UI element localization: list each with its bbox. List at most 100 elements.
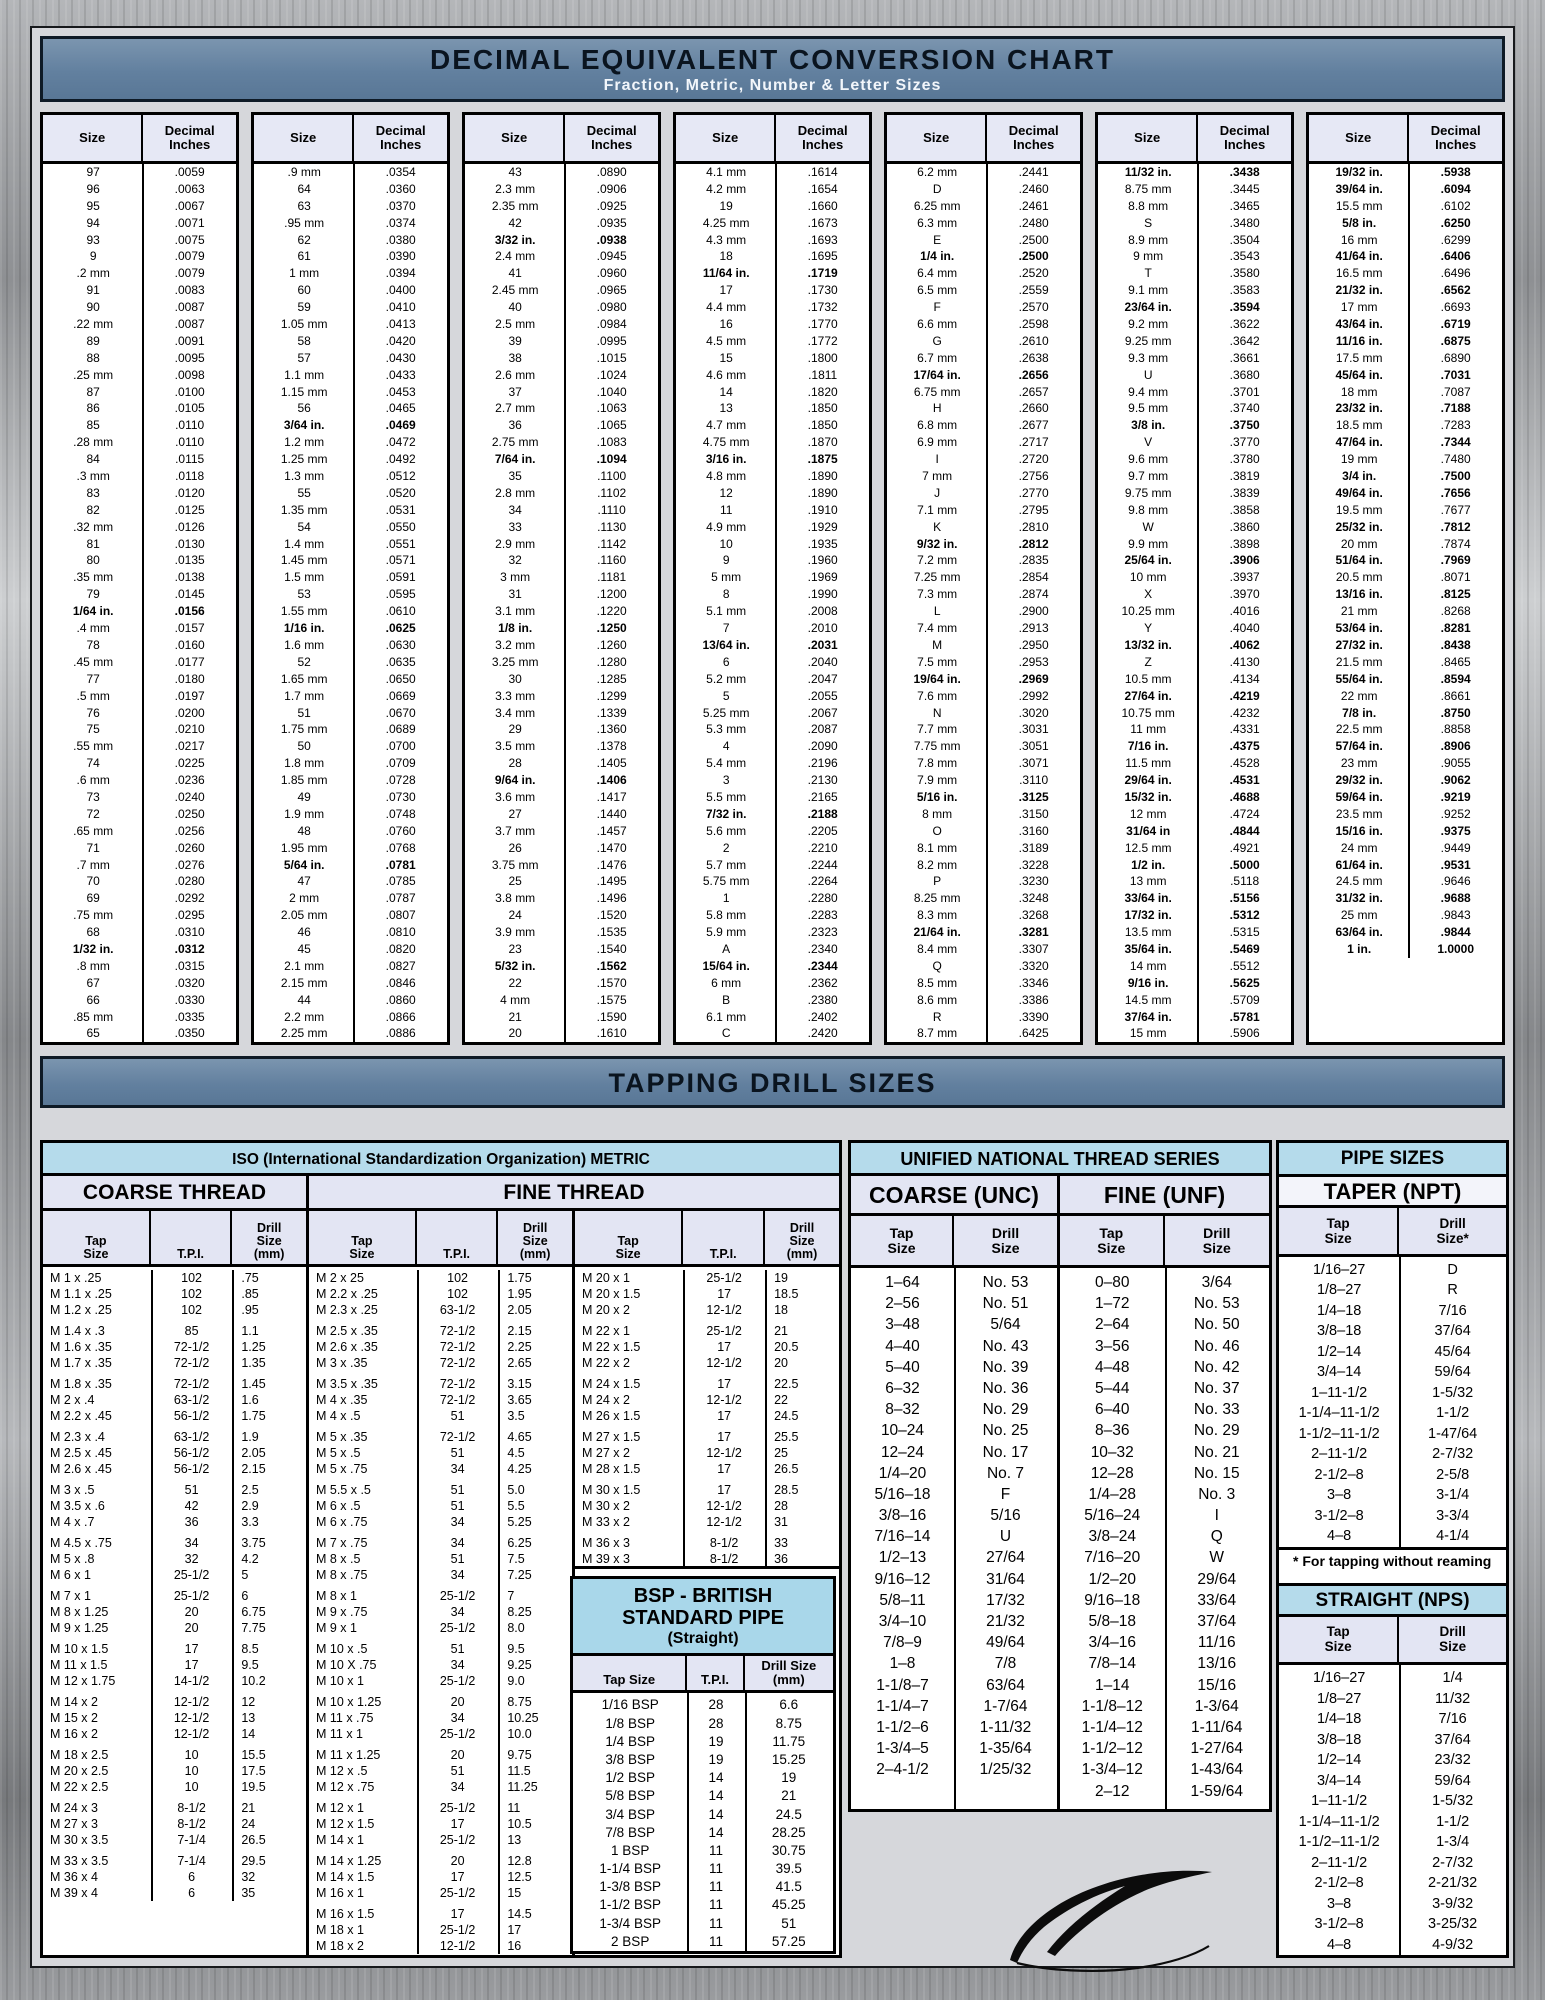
table-row: M 9 x 1 25-1/2 8.0 xyxy=(316,1621,525,1635)
tap-size-header: Tap Size xyxy=(309,1211,417,1264)
table-row: 9.1960 xyxy=(722,553,838,568)
table-row: 3 mm .1181 xyxy=(500,570,627,585)
table-row: 1.95 mm .0768 xyxy=(280,840,416,855)
table-row: 8.7 mm .6425 xyxy=(917,1026,1049,1041)
table-row: 1/2–14 45/64 xyxy=(1316,1343,1471,1360)
table-row: 2–11-1/2 2-7/32 xyxy=(1311,1446,1474,1462)
table-row: 14 mm .5512 xyxy=(1129,958,1260,973)
table-row: 1/4 in. .2500 xyxy=(920,249,1049,264)
drill-size-header: Drill Size xyxy=(1439,1624,1467,1655)
table-row: M 5 x .8 32 4.2 xyxy=(50,1552,259,1566)
table-row: 37/64 in. .5781 xyxy=(1124,1009,1260,1024)
table-row: M 22 x 2.5 10 19.5 xyxy=(50,1780,266,1794)
table-row: R .3390 xyxy=(932,1009,1049,1024)
table-row: 4.75 mm .1870 xyxy=(702,435,838,450)
table-row: M 10 x .5 51 9.5 xyxy=(316,1642,525,1656)
table-row: 23/32 in. .7188 xyxy=(1335,401,1471,416)
table-row: 32.1160 xyxy=(508,553,627,568)
size-column-header: Size xyxy=(887,115,988,161)
table-row: 49.0730 xyxy=(297,789,416,804)
table-row: 4–8 4-1/4 xyxy=(1327,1528,1470,1544)
table-row: 1.85 mm .0728 xyxy=(280,773,416,788)
bsp-title-line2: STANDARD PIPE xyxy=(622,1607,784,1629)
table-row: 9/16–18 33/64 xyxy=(1084,1591,1237,1609)
table-row: 35.1100 xyxy=(508,469,627,484)
table-row: M 16 x 1 25-1/2 15 xyxy=(316,1886,522,1900)
unc-header: COARSE (UNC) xyxy=(851,1176,1060,1213)
table-row: 1/8–27 11/32 xyxy=(1316,1690,1471,1707)
table-row: M 27 x 1.5 17 25.5 xyxy=(582,1430,799,1444)
table-row: 2.9 mm .1142 xyxy=(495,536,627,551)
table-row: 7/8 BSP 14 28.25 xyxy=(605,1824,806,1840)
table-row: 59.0410 xyxy=(297,300,416,315)
table-row: M 5 x .75 34 4.25 xyxy=(316,1462,532,1476)
table-row: 27.1440 xyxy=(508,806,627,821)
table-row: 22.1570 xyxy=(508,975,627,990)
table-row: 1–11-1/2 1-5/32 xyxy=(1311,1384,1474,1401)
table-row: 2 mm .0787 xyxy=(289,891,416,906)
table-row: 3/8 in. .3750 xyxy=(1131,418,1260,433)
table-row: M 18 x 1 25-1/2 17 xyxy=(316,1923,522,1937)
table-row: .5 mm .0197 xyxy=(76,688,205,703)
table-row: .25 mm .0098 xyxy=(73,367,205,382)
table-row: M 1 x .25 102.75 xyxy=(50,1271,259,1285)
table-row: 2–64 No. 50 xyxy=(1095,1316,1240,1334)
table-row: 1/16–27 D xyxy=(1312,1261,1458,1278)
table-row: 3.25 mm .1280 xyxy=(491,654,627,669)
table-row: 96.0063 xyxy=(86,181,205,196)
table-row: M 8 x .5 51 7.5 xyxy=(316,1552,525,1566)
coarse-thread-header: COARSE THREAD xyxy=(43,1176,309,1208)
table-row: 17 mm .6693 xyxy=(1340,300,1471,315)
table-row: 1-3/4–5 1-35/64 xyxy=(876,1740,1032,1758)
table-row: 1–14 15/16 xyxy=(1095,1676,1237,1694)
table-row: 20.1610 xyxy=(508,1026,627,1041)
unc-column: Tap Size Drill Size 1–64 No. 53 2–56 No. 51… xyxy=(851,1216,1060,1809)
table-row: M 5.5 x .5 51 5.0 xyxy=(316,1483,525,1497)
table-row: M 33 x 2 12-1/2 31 xyxy=(582,1515,788,1529)
table-row: M 11 x 1.25 20 9.75 xyxy=(316,1748,532,1762)
table-row: 1.75 mm .0689 xyxy=(280,722,416,737)
table-row: .6 mm .0236 xyxy=(76,773,205,788)
iso-metric-table: ISO (International Standardization Organ… xyxy=(40,1140,842,1958)
tap-size-header: Tap Size xyxy=(575,1211,684,1264)
table-row: 3.6 mm .1417 xyxy=(495,789,627,804)
table-row: 3–56 No. 46 xyxy=(1095,1337,1240,1355)
table-row: 77.0180 xyxy=(86,671,205,686)
tpi-header: T.P.I. xyxy=(687,1655,745,1691)
table-row: M 3 x .35 72-1/2 2.65 xyxy=(316,1356,532,1370)
table-row: M 20 x 1 25-1/2 19 xyxy=(582,1271,788,1285)
table-row: 8–32 No. 29 xyxy=(885,1401,1029,1419)
table-row: C .2420 xyxy=(721,1026,838,1041)
table-row: 3/8–16 5/16 xyxy=(878,1507,1021,1525)
table-row: 60.0400 xyxy=(297,283,416,298)
table-row: 5/8–18 37/64 xyxy=(1088,1613,1237,1630)
table-row: M 36 x 3 8-1/2 33 xyxy=(582,1536,788,1550)
table-row: U .3680 xyxy=(1143,367,1260,382)
table-row: 8.2 mm .3228 xyxy=(917,857,1049,872)
iso-columns: Tap Size T.P.I. Drill Size (mm) M 1 x .2… xyxy=(43,1211,839,1955)
table-row: 5/16–24 I xyxy=(1084,1507,1219,1525)
table-row: 5–44 No. 37 xyxy=(1095,1379,1240,1397)
table-row: 18.1695 xyxy=(719,249,838,264)
table-row: 64.0360 xyxy=(297,181,416,196)
table-row: 9/64 in. .1406 xyxy=(494,773,627,788)
table-row: M 20 x 1.5 17 18.5 xyxy=(582,1287,799,1301)
decimal-inches-column-header: Decimal Inches xyxy=(1219,123,1270,152)
table-row: 3–48 5/64 xyxy=(885,1316,1021,1334)
table-row: 53.0595 xyxy=(297,587,416,602)
table-row: 7/8 in. .8750 xyxy=(1342,705,1471,720)
table-row: M 14 x 1 25-1/2 13 xyxy=(316,1833,522,1847)
table-row: M 11 x 1 25-1/2 10.0 xyxy=(316,1727,532,1741)
table-row: 1/16–27 1/4 xyxy=(1312,1670,1463,1687)
drill-size-header: Drill Size* xyxy=(1436,1215,1469,1246)
table-row: 3/8–24 Q xyxy=(1088,1528,1223,1546)
table-row: M 7 x .75 34 6.25 xyxy=(316,1536,532,1550)
table-row: 4 mm .1575 xyxy=(500,992,627,1007)
table-row: M 14 x 2 12-1/2 12 xyxy=(50,1695,256,1709)
bsp-title-line1: BSP - BRITISH xyxy=(633,1585,773,1607)
table-row: 39.0995 xyxy=(508,333,627,348)
table-row: 25 mm .9843 xyxy=(1340,908,1471,923)
table-row: M 6 x .75 34 5.25 xyxy=(316,1515,532,1529)
table-row: 76.0200 xyxy=(86,705,205,720)
table-row: 1-3/8 BSP 11 41.5 xyxy=(599,1879,802,1895)
